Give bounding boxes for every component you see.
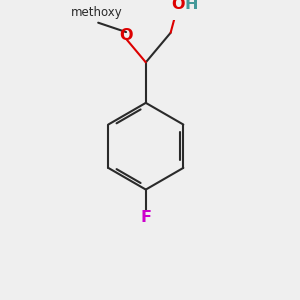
- Text: O: O: [171, 0, 185, 12]
- Text: O: O: [119, 28, 133, 43]
- Text: H: H: [184, 0, 198, 12]
- Text: methoxy: methoxy: [71, 6, 123, 19]
- Text: F: F: [140, 210, 151, 225]
